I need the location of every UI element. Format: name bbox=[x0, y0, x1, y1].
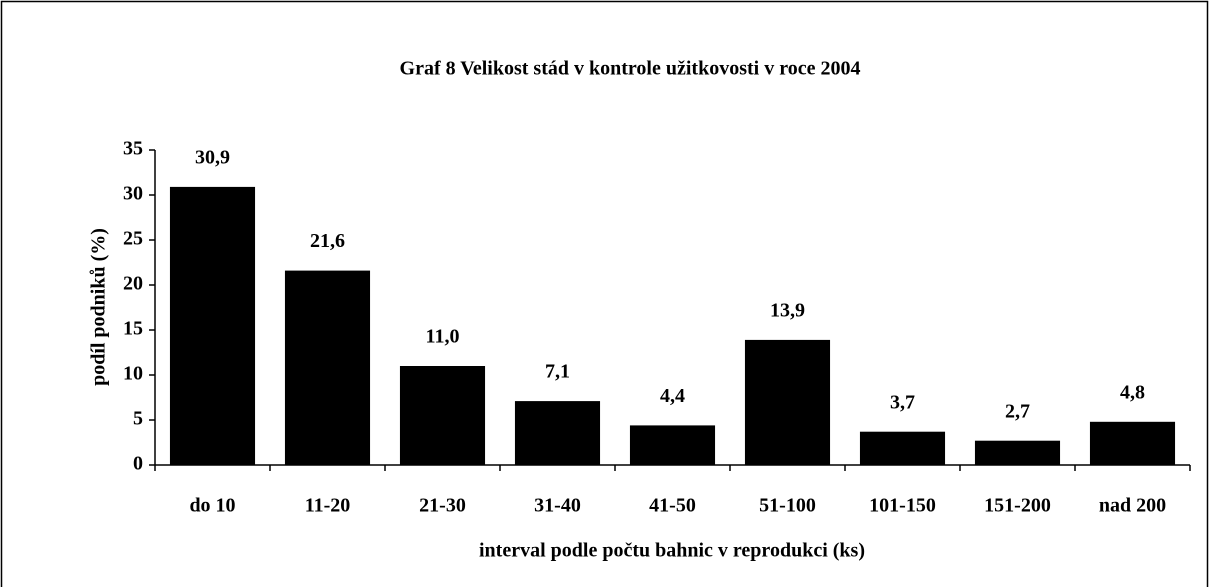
x-tick-label: 151-200 bbox=[984, 495, 1051, 517]
bar bbox=[629, 425, 716, 465]
x-tick-label: 41-50 bbox=[649, 495, 696, 517]
y-tick-label: 25 bbox=[123, 228, 143, 250]
x-tick-label: 51-100 bbox=[759, 495, 816, 517]
bar bbox=[284, 270, 371, 465]
x-axis-label: interval podle počtu bahnic v reprodukci… bbox=[479, 540, 865, 562]
x-tick-label: 31-40 bbox=[534, 495, 581, 517]
x-tick-label: 21-30 bbox=[419, 495, 466, 517]
data-label: 4,4 bbox=[660, 385, 685, 407]
bar bbox=[399, 366, 486, 465]
y-tick-label: 5 bbox=[133, 408, 143, 430]
x-tick-label: nad 200 bbox=[1099, 495, 1166, 517]
bar bbox=[514, 401, 601, 465]
bar bbox=[744, 339, 831, 465]
y-tick-label: 35 bbox=[123, 138, 143, 160]
data-label: 4,8 bbox=[1120, 381, 1145, 403]
data-label: 7,1 bbox=[545, 361, 570, 383]
x-tick-label: do 10 bbox=[189, 495, 235, 517]
data-label: 11,0 bbox=[426, 326, 460, 348]
y-axis-label: podíl podniků (%) bbox=[88, 228, 110, 386]
data-label: 3,7 bbox=[890, 391, 915, 413]
data-label: 13,9 bbox=[770, 299, 805, 321]
bar bbox=[169, 186, 256, 465]
bar bbox=[1089, 421, 1176, 465]
y-tick-label: 20 bbox=[123, 273, 143, 295]
y-tick-label: 10 bbox=[123, 363, 143, 385]
y-tick-label: 30 bbox=[123, 183, 143, 205]
data-label: 21,6 bbox=[310, 230, 345, 252]
x-tick-label: 11-20 bbox=[305, 495, 351, 517]
chart-title: Graf 8 Velikost stád v kontrole užitkovo… bbox=[400, 58, 861, 80]
data-label: 30,9 bbox=[195, 146, 230, 168]
x-tick-label: 101-150 bbox=[869, 495, 936, 517]
y-tick-label: 0 bbox=[133, 453, 143, 475]
bar bbox=[859, 431, 946, 465]
bar bbox=[974, 440, 1061, 465]
y-tick-label: 15 bbox=[123, 318, 143, 340]
data-label: 2,7 bbox=[1005, 400, 1030, 422]
